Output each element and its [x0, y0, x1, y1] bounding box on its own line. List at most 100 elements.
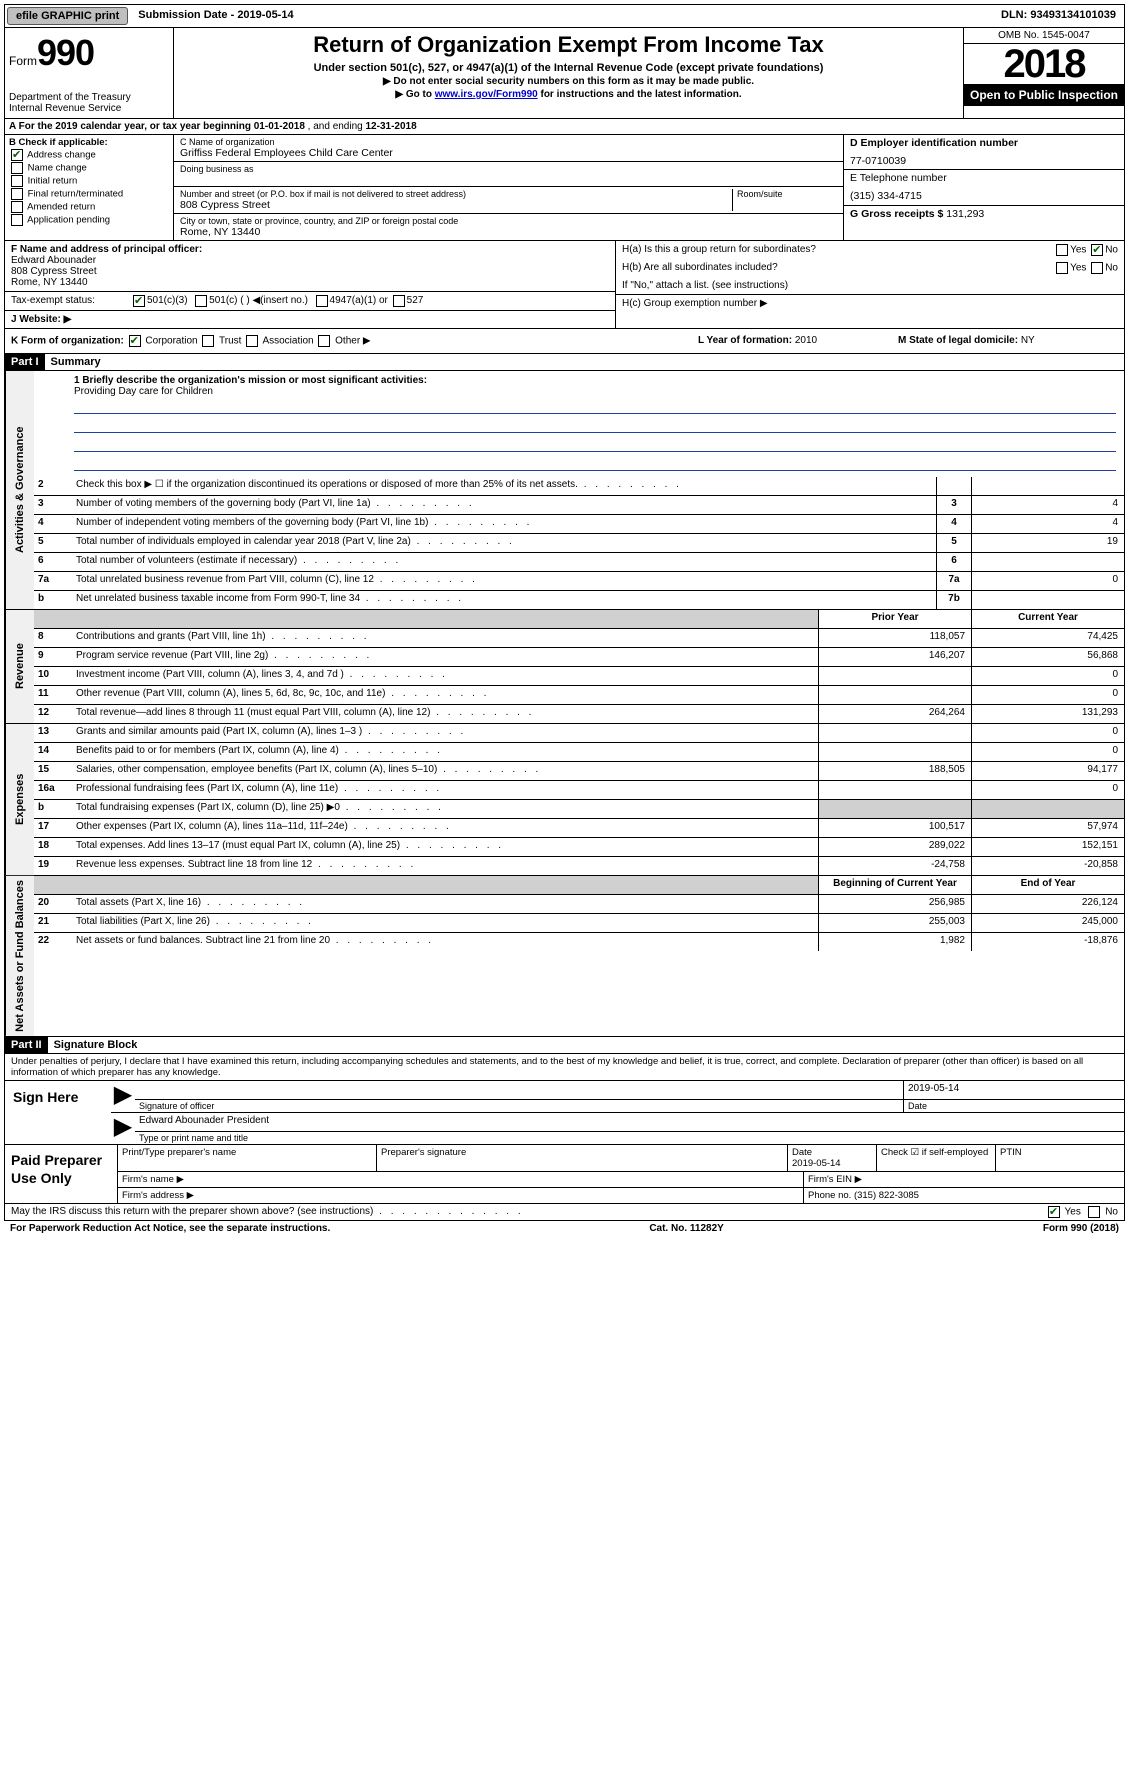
state-domicile: NY — [1021, 335, 1035, 346]
hb-no[interactable] — [1091, 262, 1103, 274]
tax-year: 2018 — [964, 44, 1124, 84]
form-subtitle: Under section 501(c), 527, or 4947(a)(1)… — [178, 62, 959, 74]
check-app-pending[interactable] — [11, 214, 23, 226]
current-year-head: Current Year — [971, 610, 1124, 628]
entity-info-section: B Check if applicable: Address change Na… — [4, 135, 1125, 240]
box-b-checklist: B Check if applicable: Address change Na… — [5, 135, 174, 240]
table-row: 11Other revenue (Part VIII, column (A), … — [34, 686, 1124, 705]
city-state-zip: Rome, NY 13440 — [180, 226, 837, 238]
table-row: 22Net assets or fund balances. Subtract … — [34, 933, 1124, 951]
form-title: Return of Organization Exempt From Incom… — [178, 32, 959, 58]
part1-title: Summary — [45, 354, 107, 370]
mission-label: 1 Briefly describe the organization's mi… — [74, 375, 427, 386]
catalog-number: Cat. No. 11282Y — [649, 1223, 723, 1234]
table-row: 12Total revenue—add lines 8 through 11 (… — [34, 705, 1124, 723]
check-501c[interactable] — [195, 295, 207, 307]
part2-badge: Part II — [5, 1037, 48, 1053]
ha-yes[interactable] — [1056, 244, 1068, 256]
table-row: bNet unrelated business taxable income f… — [34, 591, 1124, 609]
table-row: 5Total number of individuals employed in… — [34, 534, 1124, 553]
table-row: 16aProfessional fundraising fees (Part I… — [34, 781, 1124, 800]
calendar-year-row: A For the 2019 calendar year, or tax yea… — [4, 119, 1125, 135]
prep-selfemp[interactable]: Check ☑ if self-employed — [877, 1145, 996, 1171]
street-address: 808 Cypress Street — [180, 199, 732, 211]
discuss-yes[interactable] — [1048, 1206, 1060, 1218]
signature-section: Under penalties of perjury, I declare th… — [4, 1054, 1125, 1204]
table-row: 18Total expenses. Add lines 13–17 (must … — [34, 838, 1124, 857]
table-row: 4Number of independent voting members of… — [34, 515, 1124, 534]
ein-value: 77-0710039 — [850, 155, 1118, 167]
sig-date: 2019-05-14 — [904, 1081, 1124, 1100]
label-ein: D Employer identification number — [850, 137, 1018, 149]
table-row: 15Salaries, other compensation, employee… — [34, 762, 1124, 781]
check-address-change[interactable] — [11, 149, 23, 161]
hb-question: H(b) Are all subordinates included? — [622, 262, 1054, 274]
check-501c3[interactable] — [133, 295, 145, 307]
table-row: 8Contributions and grants (Part VIII, li… — [34, 629, 1124, 648]
check-527[interactable] — [393, 295, 405, 307]
sig-officer-label: Signature of officer — [135, 1100, 903, 1112]
table-row: 2Check this box ▶ ☐ if the organization … — [34, 477, 1124, 496]
form-header: Form 990 Department of the Treasury Inte… — [4, 28, 1125, 119]
hb-yes[interactable] — [1056, 262, 1068, 274]
label-dba: Doing business as — [180, 164, 837, 174]
dln-number: DLN: 93493134101039 — [993, 5, 1124, 27]
prep-ptin-head: PTIN — [996, 1145, 1124, 1171]
form990-link[interactable]: www.irs.gov/Form990 — [435, 89, 538, 100]
prior-year-head: Prior Year — [818, 610, 971, 628]
efile-print-button[interactable]: efile GRAPHIC print — [7, 7, 128, 25]
part1-badge: Part I — [5, 354, 45, 370]
label-gross: G Gross receipts $ — [850, 208, 946, 220]
side-netassets: Net Assets or Fund Balances — [5, 876, 34, 1036]
check-4947[interactable] — [316, 295, 328, 307]
label-tax-exempt: Tax-exempt status: — [11, 295, 131, 307]
check-amended[interactable] — [11, 201, 23, 213]
check-association[interactable] — [246, 335, 258, 347]
mission-text: Providing Day care for Children — [74, 386, 1116, 397]
end-year-head: End of Year — [971, 876, 1124, 894]
label-officer: F Name and address of principal officer: — [11, 244, 202, 255]
check-initial-return[interactable] — [11, 175, 23, 187]
part2-title: Signature Block — [48, 1037, 144, 1053]
submission-date: Submission Date - 2019-05-14 — [130, 5, 301, 27]
table-row: 7aTotal unrelated business revenue from … — [34, 572, 1124, 591]
officer-name: Edward Abounader — [11, 255, 609, 266]
form-number-footer: Form 990 (2018) — [1043, 1223, 1119, 1234]
ha-no[interactable] — [1091, 244, 1103, 256]
officer-printed-name: Edward Abounader President — [135, 1113, 1124, 1132]
table-row: 17Other expenses (Part IX, column (A), l… — [34, 819, 1124, 838]
goto-note: ▶ Go to www.irs.gov/Form990 for instruct… — [178, 89, 959, 100]
firm-addr: Firm's address ▶ — [118, 1188, 804, 1203]
phone-value: (315) 334-4715 — [850, 190, 1118, 202]
hb-note: If "No," attach a list. (see instruction… — [616, 277, 1124, 295]
table-row: 6Total number of volunteers (estimate if… — [34, 553, 1124, 572]
ha-question: H(a) Is this a group return for subordin… — [622, 244, 1054, 256]
label-website: J Website: ▶ — [11, 314, 71, 325]
officer-addr: 808 Cypress Street Rome, NY 13440 — [11, 266, 609, 288]
label-org-name: C Name of organization — [180, 137, 837, 147]
check-corporation[interactable] — [129, 335, 141, 347]
label-phone: E Telephone number — [850, 172, 1118, 184]
check-final-return[interactable] — [11, 188, 23, 200]
table-row: 19Revenue less expenses. Subtract line 1… — [34, 857, 1124, 875]
revenue-section: Revenue Prior Year Current Year 8Contrib… — [4, 610, 1125, 724]
sig-date-label: Date — [904, 1100, 1124, 1112]
table-row: 9Program service revenue (Part VIII, lin… — [34, 648, 1124, 667]
side-governance: Activities & Governance — [5, 371, 34, 609]
discuss-no[interactable] — [1088, 1206, 1100, 1218]
open-public-badge: Open to Public Inspection — [964, 84, 1124, 106]
ssn-note: ▶ Do not enter social security numbers o… — [178, 76, 959, 87]
gross-receipts: 131,293 — [946, 208, 984, 220]
netassets-section: Net Assets or Fund Balances Beginning of… — [4, 876, 1125, 1037]
row-k-form-org: K Form of organization: Corporation Trus… — [4, 329, 1125, 354]
check-trust[interactable] — [202, 335, 214, 347]
paperwork-notice: For Paperwork Reduction Act Notice, see … — [10, 1223, 330, 1234]
table-row: 20Total assets (Part X, line 16)256,9852… — [34, 895, 1124, 914]
check-name-change[interactable] — [11, 162, 23, 174]
discuss-row: May the IRS discuss this return with the… — [4, 1204, 1125, 1221]
table-row: 13Grants and similar amounts paid (Part … — [34, 724, 1124, 743]
org-name: Griffiss Federal Employees Child Care Ce… — [180, 147, 837, 159]
governance-section: Activities & Governance 1 Briefly descri… — [4, 371, 1125, 610]
label-room: Room/suite — [737, 189, 837, 199]
check-other[interactable] — [318, 335, 330, 347]
